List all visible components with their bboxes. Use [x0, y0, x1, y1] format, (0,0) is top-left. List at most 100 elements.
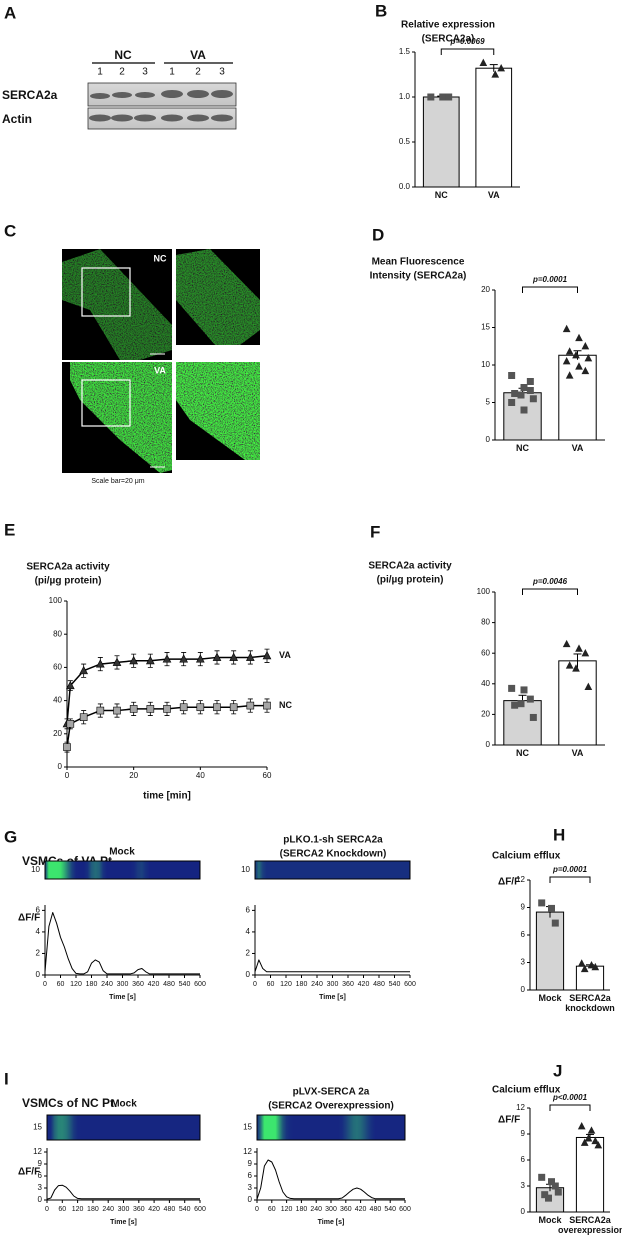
point-marker	[445, 93, 453, 101]
micrographs	[62, 249, 260, 473]
group-label: VA	[190, 48, 206, 62]
lane-label: 1	[97, 67, 103, 78]
chart-title: Mean Fluorescence	[372, 257, 465, 268]
y-tick-label: 4	[36, 927, 41, 936]
x-tick-label: 60	[263, 771, 272, 780]
x-tick-label: 240	[310, 1206, 322, 1213]
x-tick-label: 0	[45, 1206, 49, 1213]
point-marker	[66, 720, 75, 728]
x-tick-label: Mock	[538, 1215, 562, 1225]
strip-label: 10	[31, 865, 40, 874]
chart-title: Calcium efflux	[492, 1085, 561, 1096]
category-label-box: NC	[516, 748, 529, 758]
strip-label: 15	[33, 1123, 42, 1132]
chart-title: pLVX-SERCA 2a	[293, 1087, 370, 1098]
series-label: VA	[279, 650, 291, 660]
bar	[575, 1136, 605, 1213]
y-tick-label: 20	[481, 710, 490, 719]
p-value: p=0.0001	[552, 865, 588, 874]
x-tick-label: VA	[487, 190, 500, 200]
point-marker	[581, 649, 590, 657]
point-marker	[580, 964, 589, 973]
y-tick-label: 12	[243, 1147, 252, 1156]
point-marker	[577, 1122, 586, 1130]
point-marker	[95, 659, 105, 668]
point-marker	[520, 686, 528, 694]
p-value: p=0.0001	[532, 275, 568, 284]
x-tick-label: 120	[281, 1206, 293, 1213]
y-tick-label: 0.0	[399, 182, 411, 191]
x-tick-label: 420	[355, 1206, 367, 1213]
panel-letter: E	[4, 520, 15, 539]
y-axis-label: ΔF/F	[18, 1167, 40, 1178]
kymograph-strip	[44, 860, 201, 880]
x-tick-label: 0	[253, 981, 257, 988]
chart-title: Relative expression	[401, 20, 495, 31]
x-tick-label: 480	[373, 981, 385, 988]
y-tick-label: 9	[38, 1159, 43, 1168]
lane-label: 3	[142, 67, 148, 78]
x-tick-label: 120	[280, 981, 292, 988]
significance-bracket	[440, 48, 495, 55]
y-tick-label: 12	[33, 1147, 42, 1156]
y-axis-label: ΔF/F	[498, 877, 520, 888]
chart-title: Intensity (SERCA2a)	[370, 271, 467, 282]
x-tick-label: 0	[255, 1206, 259, 1213]
x-tick-label: 0	[43, 981, 47, 988]
x-tick-label: VA	[571, 748, 584, 758]
y-tick-label: 4	[246, 927, 251, 936]
point-marker	[538, 899, 546, 907]
point-marker	[511, 390, 519, 397]
point-marker	[548, 904, 555, 912]
point-marker	[479, 58, 488, 66]
y-tick-label: 3	[521, 958, 526, 967]
category-label-box: Mock	[538, 993, 561, 1003]
bar	[535, 911, 565, 991]
panel-letter: D	[372, 225, 384, 244]
chart-title: (SERCA2 Knockdown)	[280, 849, 387, 860]
bar	[558, 660, 597, 746]
point-marker	[145, 655, 155, 665]
point-marker	[129, 655, 139, 665]
x-tick-label: VA	[571, 443, 584, 453]
x-tick-label: 600	[194, 981, 206, 988]
y-tick-label: 0	[521, 1207, 526, 1216]
y-tick-label: 6	[521, 930, 526, 939]
y-tick-label: 1.0	[399, 92, 411, 101]
point-marker	[529, 713, 537, 721]
point-marker	[262, 650, 272, 660]
chart-title: SERCA2a activity	[26, 562, 110, 573]
x-tick-label: 360	[340, 1206, 352, 1213]
point-marker	[162, 654, 172, 663]
y-tick-label: 100	[49, 596, 63, 605]
point-marker	[575, 644, 583, 652]
lane-label: 2	[119, 67, 125, 78]
y-tick-label: 6	[36, 905, 41, 914]
y-tick-label: 60	[481, 648, 490, 657]
point-marker	[554, 1188, 562, 1196]
y-tick-label: 0	[486, 435, 491, 444]
point-marker	[113, 706, 121, 715]
panel-letter: B	[375, 1, 387, 20]
point-marker	[572, 351, 580, 359]
x-tick-label: 60	[268, 1206, 276, 1213]
image-label: NC	[154, 253, 167, 263]
x-tick-label: 360	[132, 981, 144, 988]
y-tick-label: 0	[521, 985, 526, 994]
x-tick-label: 600	[404, 981, 416, 988]
point-marker	[517, 391, 525, 399]
section-title: VSMCs of NC Pt.	[22, 1096, 117, 1110]
blot-row-label: Actin	[2, 112, 32, 126]
kymograph-strip	[254, 860, 411, 880]
strip-label: 10	[241, 865, 250, 874]
p-value: p=0.0046	[532, 577, 568, 586]
y-tick-label: 15	[481, 323, 490, 332]
y-tick-label: 9	[521, 903, 526, 912]
y-tick-label: 5	[486, 398, 491, 407]
y-tick-label: 0	[36, 970, 41, 979]
x-tick-label: 40	[196, 771, 205, 780]
category-label-box: SERCA2a knockdown	[565, 993, 615, 1013]
point-marker	[129, 705, 138, 713]
x-tick-label: 480	[164, 1206, 176, 1213]
